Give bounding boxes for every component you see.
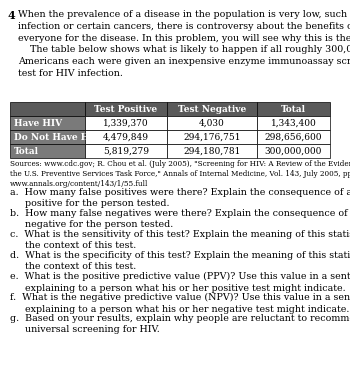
Text: When the prevalence of a disease in the population is very low, such as HIV
infe: When the prevalence of a disease in the … xyxy=(18,10,350,78)
Text: 294,176,751: 294,176,751 xyxy=(183,132,241,141)
Text: 298,656,600: 298,656,600 xyxy=(265,132,322,141)
Text: Total: Total xyxy=(14,147,39,155)
Text: Test Negative: Test Negative xyxy=(178,105,246,113)
FancyBboxPatch shape xyxy=(257,116,330,130)
Text: Test Positive: Test Positive xyxy=(94,105,158,113)
Text: Do Not Have HIV: Do Not Have HIV xyxy=(14,132,100,141)
FancyBboxPatch shape xyxy=(167,102,257,116)
Text: c.  What is the sensitivity of this test? Explain the meaning of this statistic,: c. What is the sensitivity of this test?… xyxy=(10,230,350,250)
FancyBboxPatch shape xyxy=(85,144,167,158)
FancyBboxPatch shape xyxy=(257,102,330,116)
Text: e.  What is the positive predictive value (PPV)? Use this value in a sentence
  : e. What is the positive predictive value… xyxy=(10,272,350,292)
FancyBboxPatch shape xyxy=(10,130,85,144)
Text: 5,819,279: 5,819,279 xyxy=(103,147,149,155)
Text: a.  How many false positives were there? Explain the consequence of a false
    : a. How many false positives were there? … xyxy=(10,188,350,208)
FancyBboxPatch shape xyxy=(85,102,167,116)
Text: Total: Total xyxy=(281,105,306,113)
FancyBboxPatch shape xyxy=(167,130,257,144)
FancyBboxPatch shape xyxy=(167,116,257,130)
FancyBboxPatch shape xyxy=(167,144,257,158)
Text: b.  How many false negatives were there? Explain the consequence of a false
    : b. How many false negatives were there? … xyxy=(10,209,350,230)
FancyBboxPatch shape xyxy=(257,144,330,158)
Text: g.  Based on your results, explain why people are reluctant to recommend
     un: g. Based on your results, explain why pe… xyxy=(10,314,350,334)
Text: 1,343,400: 1,343,400 xyxy=(271,119,316,128)
Text: Sources: www.cdc.gov; R. Chou et al. (July 2005), "Screening for HIV: A Review o: Sources: www.cdc.gov; R. Chou et al. (Ju… xyxy=(10,160,350,187)
Text: 4: 4 xyxy=(8,10,16,21)
FancyBboxPatch shape xyxy=(10,144,85,158)
FancyBboxPatch shape xyxy=(85,130,167,144)
FancyBboxPatch shape xyxy=(10,116,85,130)
Text: f.  What is the negative predictive value (NPV)? Use this value in a sentence
  : f. What is the negative predictive value… xyxy=(10,293,350,314)
Text: 294,180,781: 294,180,781 xyxy=(183,147,241,155)
Text: 4,479,849: 4,479,849 xyxy=(103,132,149,141)
FancyBboxPatch shape xyxy=(10,102,85,116)
Text: Have HIV: Have HIV xyxy=(14,119,62,128)
Text: d.  What is the specificity of this test? Explain the meaning of this statistic,: d. What is the specificity of this test?… xyxy=(10,251,350,272)
Text: 300,000,000: 300,000,000 xyxy=(265,147,322,155)
FancyBboxPatch shape xyxy=(85,116,167,130)
Text: 4,030: 4,030 xyxy=(199,119,225,128)
Text: 1,339,370: 1,339,370 xyxy=(103,119,149,128)
FancyBboxPatch shape xyxy=(257,130,330,144)
